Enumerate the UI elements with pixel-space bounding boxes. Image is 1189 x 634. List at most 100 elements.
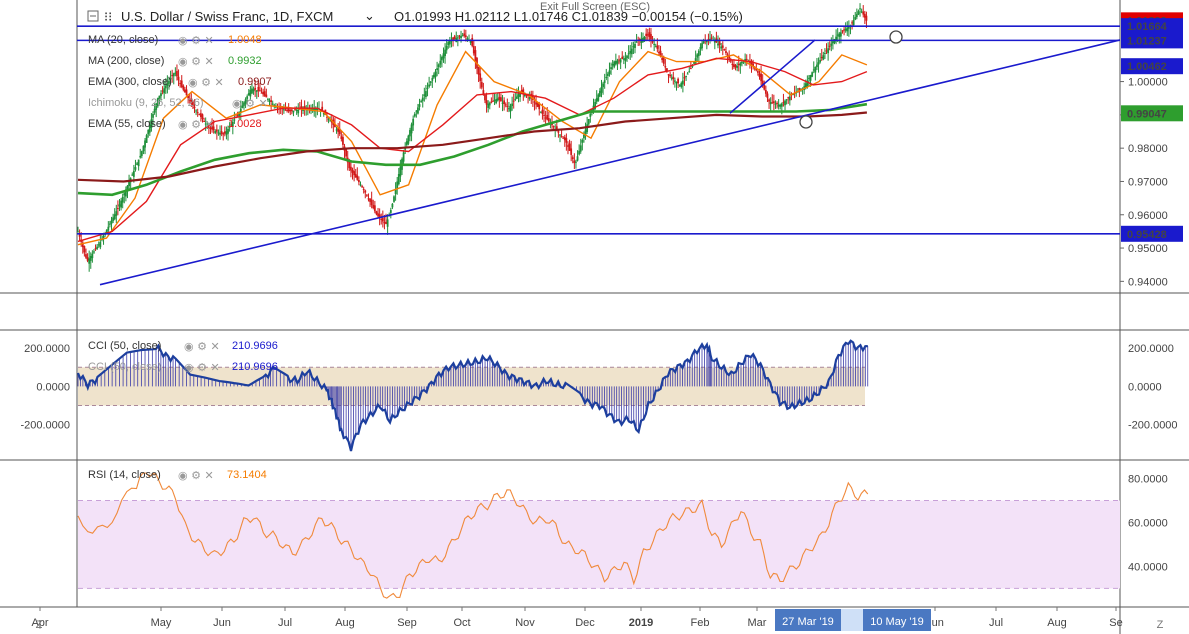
indicator-settings-icons[interactable]: ◉ ⚙ ✕ bbox=[178, 34, 214, 47]
candle-body bbox=[316, 108, 319, 110]
zoom-left-icon[interactable]: Z bbox=[36, 619, 43, 631]
exit-fullscreen-label[interactable]: Exit Full Screen (ESC) bbox=[540, 1, 650, 13]
candle-body bbox=[426, 87, 429, 89]
candle-body bbox=[504, 104, 507, 106]
candle-body bbox=[214, 130, 217, 133]
candle-body bbox=[152, 114, 154, 118]
ohlc-values: O1.01993 H1.02112 L1.01746 C1.01839 −0.0… bbox=[394, 9, 743, 24]
candle-body bbox=[535, 102, 537, 105]
candle-body bbox=[354, 173, 357, 178]
rsi-axis-ticks: 80.0000 60.0000 40.0000 bbox=[1128, 474, 1168, 574]
candle-body bbox=[182, 85, 185, 90]
candle-body bbox=[107, 226, 110, 231]
candle-body bbox=[351, 170, 354, 173]
candle-body bbox=[145, 135, 148, 143]
candle-body bbox=[282, 109, 285, 111]
indicator-label[interactable]: EMA (300, close) bbox=[88, 76, 172, 88]
candle-body bbox=[769, 102, 772, 105]
candle-body bbox=[128, 181, 130, 187]
candle-body bbox=[257, 86, 260, 91]
cci-label[interactable]: CCI (50, close) bbox=[88, 340, 161, 352]
candle-body bbox=[669, 74, 672, 77]
candle-body bbox=[380, 218, 383, 220]
candle-body bbox=[421, 97, 424, 101]
candle-body bbox=[857, 11, 860, 15]
time-range-start-label: 27 Mar '19 bbox=[782, 616, 834, 628]
candle-body bbox=[750, 60, 753, 65]
collapse-icon[interactable] bbox=[87, 10, 99, 22]
cci-settings-icons[interactable]: ◉ ⚙ ✕ bbox=[184, 340, 220, 353]
candle-body bbox=[337, 127, 340, 132]
candle-body bbox=[113, 214, 116, 220]
candle-body bbox=[523, 94, 526, 97]
candle-body bbox=[418, 104, 421, 107]
candle-body bbox=[196, 112, 199, 114]
candle-body bbox=[254, 87, 257, 90]
candle-body bbox=[760, 73, 762, 82]
candle-body bbox=[365, 194, 368, 196]
candle-body bbox=[736, 66, 739, 68]
time-range-end-marker[interactable] bbox=[863, 609, 931, 631]
candle-body bbox=[701, 43, 703, 49]
time-axis-label: Apr bbox=[31, 617, 48, 629]
candle-body bbox=[137, 159, 140, 167]
candle-body bbox=[806, 80, 809, 87]
candle-body bbox=[477, 67, 480, 75]
rsi-tick: 40.0000 bbox=[1128, 561, 1168, 573]
candle-body bbox=[243, 102, 245, 106]
indicator-label[interactable]: MA (20, close) bbox=[88, 34, 158, 46]
candle-body bbox=[544, 117, 547, 119]
candle-body bbox=[185, 89, 188, 96]
price-label-text: 0.99047 bbox=[1127, 108, 1167, 120]
trendline-handle-bottom[interactable] bbox=[799, 115, 813, 129]
candle-body bbox=[372, 204, 375, 209]
trendline-0[interactable] bbox=[99, 39, 1121, 286]
candle-body bbox=[169, 78, 172, 80]
candle-body bbox=[460, 35, 462, 39]
candle-body bbox=[734, 65, 737, 68]
candle-body bbox=[624, 57, 627, 61]
zoom-right-icon[interactable]: Z bbox=[1157, 619, 1164, 631]
indicator-label[interactable]: MA (200, close) bbox=[88, 55, 164, 67]
time-range-start-marker[interactable] bbox=[775, 609, 841, 631]
candle-body bbox=[686, 73, 689, 75]
symbol-title[interactable]: U.S. Dollar / Swiss Franc, 1D, FXCM bbox=[121, 9, 333, 24]
candle-body bbox=[656, 45, 659, 49]
candle-body bbox=[359, 184, 362, 186]
candle-body bbox=[498, 96, 501, 100]
candle-body bbox=[536, 102, 539, 107]
rsi-settings-icons[interactable]: ◉ ⚙ ✕ bbox=[178, 469, 214, 482]
candle-body bbox=[832, 41, 834, 44]
indicator-label[interactable]: Ichimoku (9, 26, 52, 26) bbox=[88, 97, 204, 109]
candle-body bbox=[425, 91, 427, 98]
candle-body bbox=[482, 90, 485, 94]
candle-body bbox=[385, 221, 387, 225]
candle-body bbox=[557, 131, 560, 133]
cci-tick-right: 0.0000 bbox=[1128, 381, 1162, 393]
candle-body bbox=[212, 126, 215, 131]
candle-body bbox=[394, 188, 397, 195]
candle-body bbox=[158, 95, 161, 100]
rsi-label[interactable]: RSI (14, close) bbox=[88, 469, 161, 481]
candle-body bbox=[190, 98, 193, 104]
trendline-handle-top[interactable] bbox=[889, 30, 903, 44]
candle-body bbox=[117, 208, 119, 210]
drag-dots-icon[interactable]: ⁝⁝ bbox=[104, 9, 112, 24]
indicator-settings-icons[interactable]: ◉ ⚙ ✕ bbox=[178, 118, 214, 131]
trendline-1[interactable] bbox=[729, 39, 816, 114]
indicator-settings-icons[interactable]: ◉ ⚙ ✕ bbox=[232, 97, 268, 110]
indicator-settings-icons[interactable]: ◉ ⚙ ✕ bbox=[178, 55, 214, 68]
candle-body bbox=[217, 132, 220, 134]
candle-body bbox=[579, 145, 582, 152]
chevron-down-icon[interactable]: ⌄ bbox=[364, 8, 375, 23]
candle-body bbox=[630, 48, 633, 55]
cci-histogram-label[interactable]: CCI (50, close) bbox=[88, 361, 161, 373]
candle-body bbox=[345, 147, 348, 157]
candle-body bbox=[779, 104, 782, 107]
indicator-label[interactable]: EMA (55, close) bbox=[88, 118, 166, 130]
candle-body bbox=[493, 99, 496, 101]
cci-histogram-settings-icons[interactable]: ◉ ⚙ ✕ bbox=[184, 361, 220, 374]
indicator-settings-icons[interactable]: ◉ ⚙ ✕ bbox=[188, 76, 224, 89]
candle-body bbox=[645, 33, 648, 37]
candle-body bbox=[804, 83, 807, 88]
